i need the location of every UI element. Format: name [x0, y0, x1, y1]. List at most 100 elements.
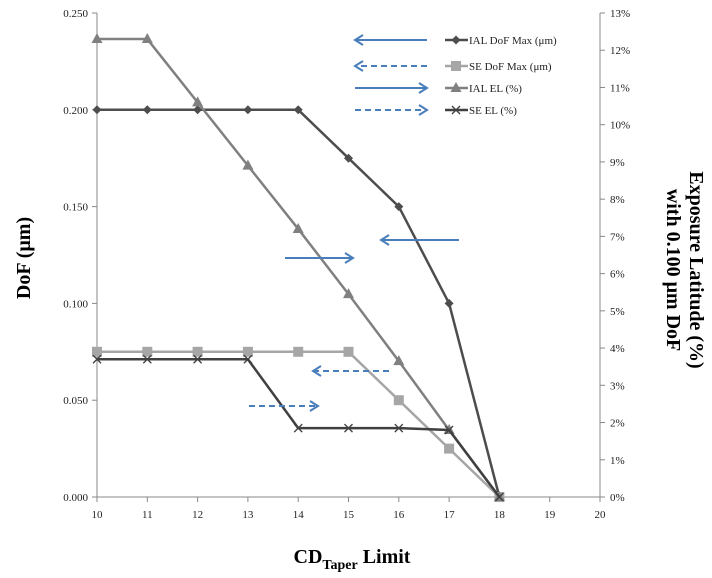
y2-axis-title-line1: Exposure Latitude (%)	[685, 171, 707, 368]
x-tick-label: 14	[293, 509, 305, 521]
y2-tick-label: 1%	[610, 455, 625, 467]
legend-marker	[451, 35, 461, 45]
x-tick-label: 11	[142, 509, 153, 521]
y2-axis-title-line2: with 0.100 μm DoF	[662, 189, 684, 351]
legend-entry-2: SE DoF Max (μm)	[445, 61, 552, 73]
y-tick-label: 0.200	[63, 105, 88, 117]
y2-tick-label: 3%	[610, 380, 625, 392]
data-point	[444, 425, 454, 435]
data-point	[192, 346, 203, 357]
legend: IAL DoF Max (μm) SE DoF Max (μm) IAL EL (%…	[445, 35, 557, 117]
data-point	[393, 395, 404, 406]
data-point	[343, 346, 354, 357]
data-point	[344, 153, 353, 163]
data-point	[242, 346, 253, 357]
data-point	[293, 346, 304, 357]
data-point	[393, 355, 405, 366]
x-tick-label: 10	[92, 509, 104, 521]
legend-label: IAL EL (%)	[469, 83, 522, 95]
x-tick-label: 12	[192, 509, 203, 521]
arrow-head	[379, 234, 390, 246]
data-point	[444, 443, 455, 454]
x-tick-label: 20	[595, 509, 607, 521]
y2-tick-label: 9%	[610, 157, 625, 169]
x-tick-label: 15	[343, 509, 355, 521]
data-point	[394, 202, 404, 212]
x-axis-title-sub: Taper	[322, 558, 357, 573]
arrow-se-dof	[311, 365, 389, 377]
legend-marker	[451, 105, 461, 115]
y-tick-label: 0.100	[63, 298, 88, 310]
data-point	[92, 105, 102, 115]
data-point	[343, 288, 354, 299]
direction-arrows	[249, 34, 459, 412]
x-tick-label: 17	[444, 509, 456, 521]
y2-tick-label: 12%	[610, 45, 630, 57]
legend-arrow	[355, 104, 429, 116]
series-line	[97, 350, 501, 498]
data-point	[142, 354, 152, 364]
data-point	[192, 96, 204, 107]
arrow-head	[311, 365, 322, 377]
arrow-head	[353, 34, 364, 46]
legend-arrow	[353, 34, 427, 46]
y-tick-label: 0.050	[63, 395, 88, 407]
data-point	[92, 346, 102, 357]
data-point	[91, 33, 103, 44]
x-axis-title: CDTaper Limit	[294, 546, 411, 573]
data-point	[293, 105, 303, 115]
x-tick-label: 18	[494, 509, 506, 521]
y2-tick-label: 0%	[610, 492, 625, 504]
legend-label: SE DoF Max (μm)	[469, 61, 552, 73]
arrow-head	[309, 400, 320, 412]
data-point	[193, 354, 203, 364]
tick-labels: 10 11 12 13 14 15 16 17 18 19 20 0.000 0.050 0.100 0.1…	[63, 8, 630, 521]
data-point	[193, 105, 203, 115]
data-point	[142, 346, 153, 357]
data-point	[394, 423, 404, 433]
series-2	[92, 346, 505, 502]
arrow-se-el	[249, 400, 320, 412]
y2-tick-label: 5%	[610, 306, 625, 318]
data-point	[92, 354, 102, 364]
y-axis-title: DoF (μm)	[13, 217, 35, 299]
y2-tick-label: 8%	[610, 194, 625, 206]
arrow-head	[353, 60, 364, 72]
y-tick-label: 0.000	[63, 492, 88, 504]
data-point	[293, 423, 303, 433]
data-point	[494, 492, 504, 502]
y2-tick-label: 2%	[610, 418, 625, 430]
data-point	[243, 105, 253, 115]
series-group	[91, 33, 505, 502]
data-point	[243, 354, 253, 364]
x-tick-label: 16	[393, 509, 405, 521]
y-tick-label: 0.150	[63, 202, 88, 214]
legend-entry-1: IAL DoF Max (μm)	[445, 35, 557, 47]
y2-tick-label: 11%	[610, 82, 630, 94]
x-axis-title-main: CD	[294, 546, 323, 568]
data-point	[292, 222, 304, 233]
legend-marker	[451, 61, 461, 71]
y2-tick-label: 7%	[610, 231, 625, 243]
legend-marker	[450, 82, 462, 92]
y2-tick-label: 10%	[610, 120, 630, 132]
arrow-head	[344, 252, 355, 264]
arrow-ial-el	[285, 252, 355, 264]
data-point	[344, 423, 353, 433]
arrow-ial-dof	[379, 234, 459, 246]
legend-entry-3: IAL EL (%)	[445, 82, 522, 95]
x-axis-title-suffix: Limit	[358, 546, 411, 568]
x-tick-label: 13	[242, 509, 254, 521]
y2-tick-label: 13%	[610, 8, 630, 20]
legend-arrow	[355, 82, 429, 94]
data-point	[444, 298, 454, 308]
arrow-head	[418, 104, 429, 116]
data-point	[141, 33, 153, 44]
legend-arrow	[353, 60, 427, 72]
legend-entry-4: SE EL (%)	[445, 105, 517, 117]
series-4	[92, 354, 504, 502]
legend-label: IAL DoF Max (μm)	[469, 35, 557, 47]
data-point	[242, 159, 254, 170]
legend-label: SE EL (%)	[469, 105, 517, 117]
